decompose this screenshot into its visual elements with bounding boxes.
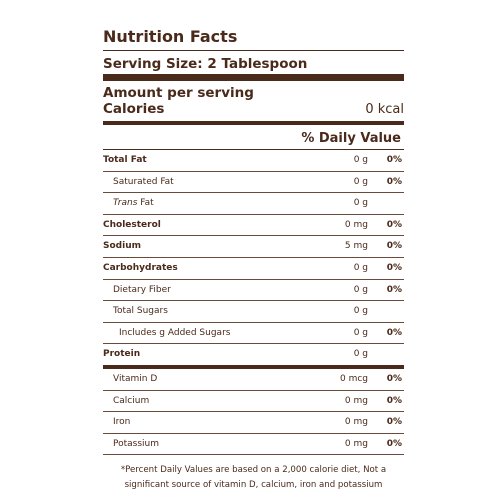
- label-title: Nutrition Facts: [103, 24, 404, 51]
- calories-label: Calories: [103, 101, 165, 117]
- nutrient-percent: 0%: [386, 241, 402, 252]
- nutrient-row-added-sugars: Includes g Added Sugars 0 g 0%: [103, 323, 404, 345]
- nutrient-percent: 0%: [386, 155, 402, 165]
- nutrition-facts-label: Nutrition Facts Serving Size: 2 Tablespo…: [103, 24, 404, 493]
- nutrient-name: Includes g Added Sugars: [119, 327, 231, 338]
- nutrient-percent: 0%: [386, 438, 402, 449]
- nutrient-row-cholesterol: Cholesterol 0 mg 0%: [103, 215, 404, 237]
- nutrient-row-trans-fat: Trans Fat 0 g: [103, 193, 404, 215]
- nutrient-amount: 0 mg: [344, 219, 368, 230]
- nutrient-row-saturated-fat: Saturated Fat 0 g 0%: [103, 172, 404, 194]
- nutrient-percent: 0%: [386, 262, 402, 273]
- nutrient-name: Total Sugars: [113, 306, 168, 317]
- nutrient-name: Carbohydrates: [103, 262, 178, 273]
- nutrient-row-dietary-fiber: Dietary Fiber 0 g 0%: [103, 280, 404, 302]
- nutrient-row-sodium: Sodium 5 mg 0%: [103, 236, 404, 258]
- daily-value-header: % Daily Value: [103, 125, 404, 150]
- nutrient-percent: 0%: [386, 373, 402, 384]
- serving-size: Serving Size: 2 Tablespoon: [103, 51, 404, 81]
- nutrient-row-calcium: Calcium 0 mg 0%: [103, 391, 404, 413]
- nutrient-name: Total Fat: [103, 155, 147, 165]
- nutrient-amount: 0 mg: [344, 417, 368, 428]
- nutrient-row-total-sugars: Total Sugars 0 g: [103, 301, 404, 323]
- nutrient-name: Sodium: [103, 241, 141, 252]
- nutrient-name: Dietary Fiber: [113, 284, 171, 295]
- nutrient-amount: 0 mcg: [339, 373, 368, 384]
- nutrient-amount: 5 mg: [344, 241, 368, 252]
- nutrient-amount: 0 g: [353, 155, 368, 165]
- calories-value: 0 kcal: [365, 102, 404, 117]
- nutrient-row-iron: Iron 0 mg 0%: [103, 412, 404, 434]
- trans-prefix: Trans: [113, 198, 138, 209]
- nutrient-row-protein: Protein 0 g: [103, 344, 404, 369]
- nutrient-name: Iron: [113, 417, 131, 428]
- nutrient-name: Potassium: [113, 438, 160, 449]
- nutrient-name: Calcium: [113, 395, 150, 406]
- amount-per-serving: Amount per serving: [103, 85, 254, 101]
- nutrient-percent: 0%: [386, 219, 402, 230]
- nutrient-percent: 0%: [386, 327, 402, 338]
- nutrient-amount: 0 mg: [344, 395, 368, 406]
- footnote: *Percent Daily Values are based on a 2,0…: [120, 465, 387, 491]
- nutrient-row-potassium: Potassium 0 mg 0%: [103, 434, 404, 456]
- nutrient-percent: 0%: [386, 417, 402, 428]
- nutrient-name: Trans Fat: [113, 193, 154, 214]
- nutrient-amount: 0 mg: [344, 438, 368, 449]
- nutrient-percent: 0%: [386, 176, 402, 187]
- nutrient-amount: 0 g: [353, 349, 368, 360]
- calories-row: Calories 0 kcal: [103, 101, 404, 125]
- nutrient-name: Protein: [103, 349, 141, 360]
- nutrient-name: Saturated Fat: [113, 176, 174, 187]
- nutrient-percent: 0%: [386, 284, 402, 295]
- nutrient-row-vitamin-d: Vitamin D 0 mcg 0%: [103, 369, 404, 391]
- nutrient-row-total-fat: Total Fat 0 g 0%: [103, 150, 404, 172]
- nutrient-amount: 0 g: [353, 262, 368, 273]
- nutrient-amount: 0 g: [353, 306, 368, 317]
- nutrient-amount: 0 g: [353, 284, 368, 295]
- nutrient-name: Vitamin D: [113, 373, 158, 384]
- nutrient-row-carbohydrates: Carbohydrates 0 g 0%: [103, 258, 404, 280]
- nutrient-name: Cholesterol: [103, 219, 161, 230]
- nutrient-amount: 0 g: [353, 327, 368, 338]
- trans-suffix: Fat: [137, 198, 154, 209]
- nutrient-percent: 0%: [386, 395, 402, 406]
- nutrient-amount: 0 g: [353, 198, 368, 209]
- nutrient-amount: 0 g: [353, 176, 368, 187]
